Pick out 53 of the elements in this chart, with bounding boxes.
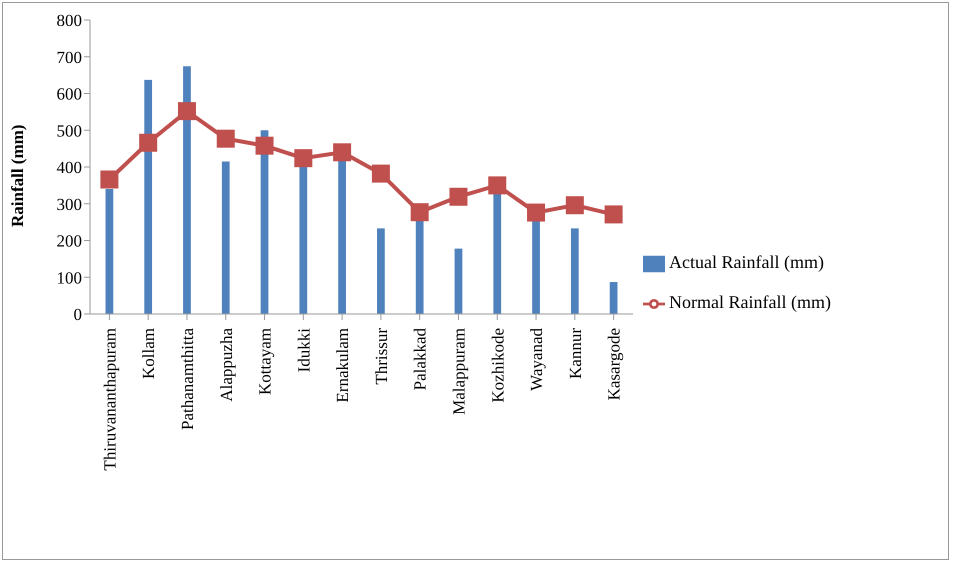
x-tick-label: Malappuram: [449, 328, 468, 415]
bar: [299, 166, 308, 314]
bar: [532, 220, 540, 314]
x-tick-label: Alappuzha: [216, 328, 236, 402]
x-tick-label: Idukki: [294, 328, 314, 372]
x-tick-label: Kannur: [566, 328, 585, 379]
y-tick-label: 800: [56, 11, 82, 30]
point: [333, 143, 352, 162]
x-tick-label: Ernakulam: [333, 328, 352, 403]
point: [100, 170, 118, 188]
bar: [493, 192, 502, 314]
point: [294, 149, 312, 168]
bar: [377, 228, 385, 314]
y-tick-label: 300: [56, 194, 82, 214]
bar: [106, 189, 114, 314]
point: [488, 176, 506, 194]
x-tick-label: Kasargode: [604, 328, 624, 400]
point: [256, 136, 274, 155]
bar: [222, 161, 230, 314]
point: [216, 130, 235, 148]
bar: [260, 130, 268, 314]
x-tick-label: Palakkad: [410, 328, 430, 390]
y-tick-label: 200: [56, 232, 82, 251]
bar: [610, 282, 618, 314]
point: [527, 204, 546, 222]
y-tick-label: 500: [56, 121, 82, 140]
y-tick-label: 400: [56, 158, 82, 178]
x-tick-label: Kollam: [139, 328, 158, 379]
bar: [416, 219, 424, 314]
x-tick-label: Kozhikode: [488, 328, 508, 403]
x-tick-label: Wayanad: [527, 328, 546, 391]
x-tick-label: Thiruvananthapuram: [100, 328, 120, 471]
x-tick-label: Pathanamthitta: [178, 328, 197, 430]
point: [566, 196, 584, 214]
bar: [183, 66, 191, 314]
y-tick-label: 100: [56, 268, 82, 288]
point: [178, 102, 196, 120]
point: [139, 134, 158, 152]
y-tick-label: 700: [56, 48, 82, 67]
y-tick-label: 0: [74, 305, 82, 324]
x-tick-label: Kottayam: [256, 328, 275, 396]
bar: [338, 160, 346, 314]
point: [604, 205, 623, 224]
y-tick-label: 600: [56, 84, 82, 104]
legend-label: Normal Rainfall (mm): [669, 292, 831, 312]
x-tick-label: Thrissur: [372, 328, 391, 385]
point: [372, 164, 390, 183]
point: [410, 203, 429, 222]
bar: [570, 228, 579, 314]
bar: [454, 248, 462, 314]
point: [449, 188, 468, 206]
y-axis-title: Rainfall (mm): [8, 124, 28, 227]
legend-label: Actual Rainfall (mm): [669, 252, 824, 272]
